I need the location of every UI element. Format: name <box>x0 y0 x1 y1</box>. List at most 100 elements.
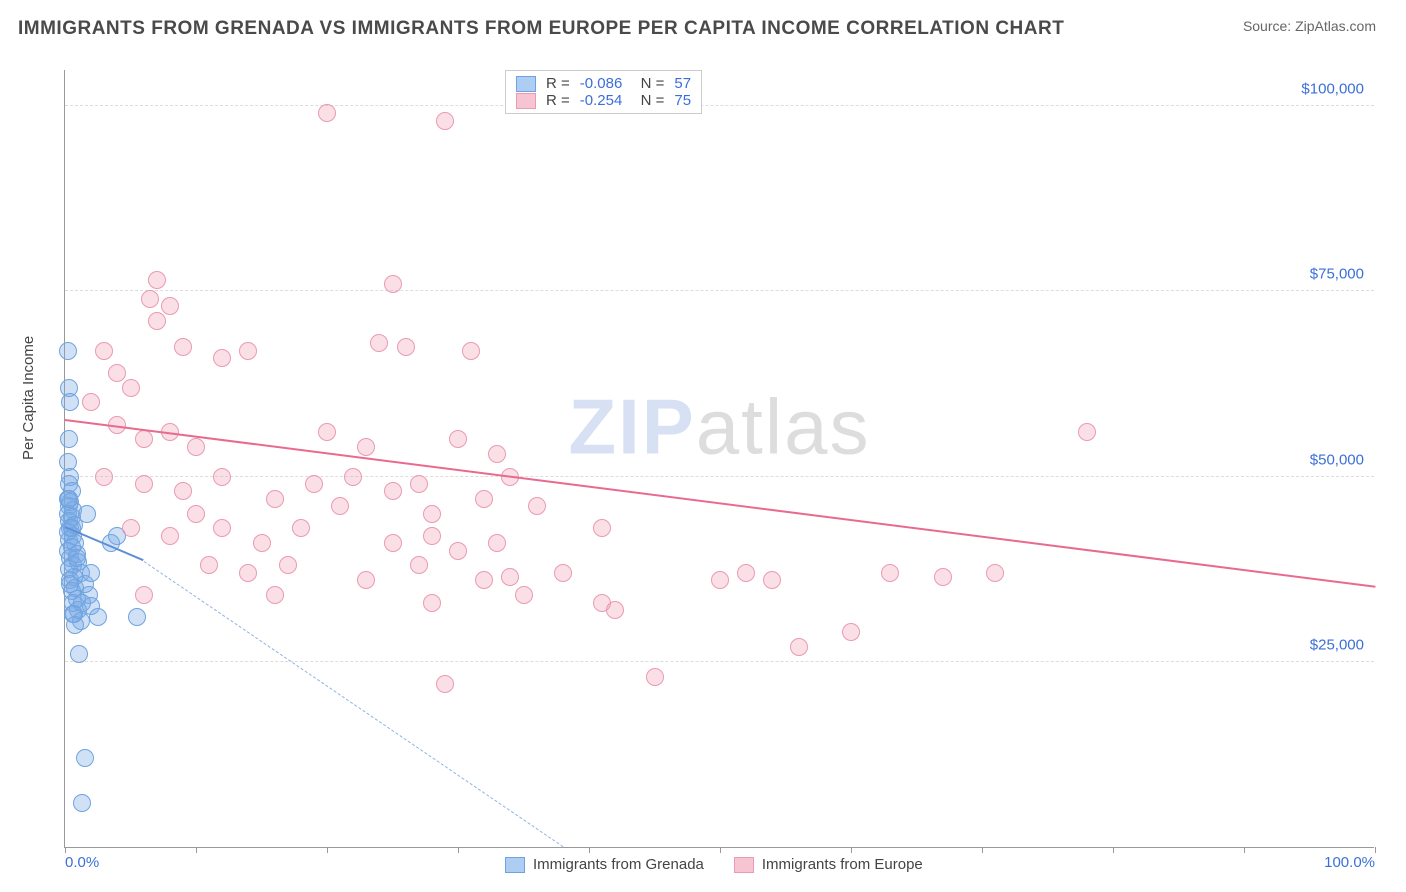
data-point <box>200 556 218 574</box>
data-point <box>253 534 271 552</box>
data-point <box>501 568 519 586</box>
data-point <box>59 342 77 360</box>
data-point <box>213 349 231 367</box>
data-point <box>554 564 572 582</box>
stats-r-label: R = <box>546 75 570 92</box>
chart-title: IMMIGRANTS FROM GRENADA VS IMMIGRANTS FR… <box>18 18 1064 40</box>
y-tick-label: $50,000 <box>1310 451 1364 468</box>
data-point <box>266 490 284 508</box>
y-tick-label: $25,000 <box>1310 636 1364 653</box>
data-point <box>384 534 402 552</box>
data-point <box>78 505 96 523</box>
data-point <box>410 475 428 493</box>
legend-swatch <box>734 857 754 873</box>
data-point <box>70 645 88 663</box>
x-tick-label: 100.0% <box>1324 854 1375 871</box>
data-point <box>384 275 402 293</box>
data-point <box>488 445 506 463</box>
stats-n-value: 75 <box>674 92 691 109</box>
data-point <box>475 490 493 508</box>
data-point <box>881 564 899 582</box>
data-point <box>135 430 153 448</box>
data-point <box>318 423 336 441</box>
data-point <box>344 468 362 486</box>
data-point <box>737 564 755 582</box>
data-point <box>108 364 126 382</box>
data-point <box>528 497 546 515</box>
gridline <box>65 476 1374 477</box>
data-point <box>122 379 140 397</box>
trend-line <box>65 419 1375 588</box>
data-point <box>606 601 624 619</box>
data-point <box>73 794 91 812</box>
data-point <box>410 556 428 574</box>
data-point <box>423 505 441 523</box>
data-point <box>449 542 467 560</box>
x-tick <box>589 847 590 853</box>
legend-swatch <box>505 857 525 873</box>
watermark-atlas: atlas <box>696 383 871 471</box>
data-point <box>122 519 140 537</box>
data-point <box>89 608 107 626</box>
data-point <box>95 468 113 486</box>
data-point <box>266 586 284 604</box>
gridline <box>65 290 1374 291</box>
watermark: ZIPatlas <box>568 382 870 473</box>
stats-row: R = -0.254 N = 75 <box>516 92 691 109</box>
data-point <box>423 527 441 545</box>
stats-r-value: -0.086 <box>580 75 623 92</box>
data-point <box>357 571 375 589</box>
data-point <box>213 468 231 486</box>
data-point <box>449 430 467 448</box>
gridline <box>65 105 1374 106</box>
y-tick-label: $100,000 <box>1301 81 1364 98</box>
watermark-zip: ZIP <box>568 383 695 471</box>
legend-item: Immigrants from Grenada <box>505 856 704 873</box>
chart-container: Per Capita Income ZIPatlas $25,000$50,00… <box>50 60 1390 860</box>
data-point <box>436 112 454 130</box>
data-point <box>187 438 205 456</box>
data-point <box>82 393 100 411</box>
x-tick <box>851 847 852 853</box>
source-label: Source: ZipAtlas.com <box>1243 18 1376 34</box>
data-point <box>515 586 533 604</box>
data-point <box>128 608 146 626</box>
legend-label: Immigrants from Europe <box>762 856 923 873</box>
x-tick <box>982 847 983 853</box>
data-point <box>842 623 860 641</box>
data-point <box>331 497 349 515</box>
x-tick-label: 0.0% <box>65 854 99 871</box>
stats-r-label: R = <box>546 92 570 109</box>
header: IMMIGRANTS FROM GRENADA VS IMMIGRANTS FR… <box>0 0 1406 50</box>
data-point <box>60 490 78 508</box>
data-point <box>239 342 257 360</box>
data-point <box>279 556 297 574</box>
data-point <box>161 527 179 545</box>
data-point <box>292 519 310 537</box>
data-point <box>73 594 91 612</box>
data-point <box>763 571 781 589</box>
y-axis-label: Per Capita Income <box>20 336 37 460</box>
data-point <box>213 519 231 537</box>
x-tick <box>1244 847 1245 853</box>
data-point <box>646 668 664 686</box>
x-tick <box>196 847 197 853</box>
data-point <box>174 482 192 500</box>
data-point <box>239 564 257 582</box>
data-point <box>423 594 441 612</box>
data-point <box>475 571 493 589</box>
x-tick <box>65 847 66 853</box>
data-point <box>1078 423 1096 441</box>
series-legend: Immigrants from Grenada Immigrants from E… <box>505 856 923 873</box>
data-point <box>305 475 323 493</box>
legend-swatch <box>516 93 536 109</box>
data-point <box>318 104 336 122</box>
data-point <box>790 638 808 656</box>
stats-row: R = -0.086 N = 57 <box>516 75 691 92</box>
data-point <box>187 505 205 523</box>
data-point <box>76 749 94 767</box>
data-point <box>488 534 506 552</box>
data-point <box>711 571 729 589</box>
data-point <box>384 482 402 500</box>
data-point <box>82 564 100 582</box>
